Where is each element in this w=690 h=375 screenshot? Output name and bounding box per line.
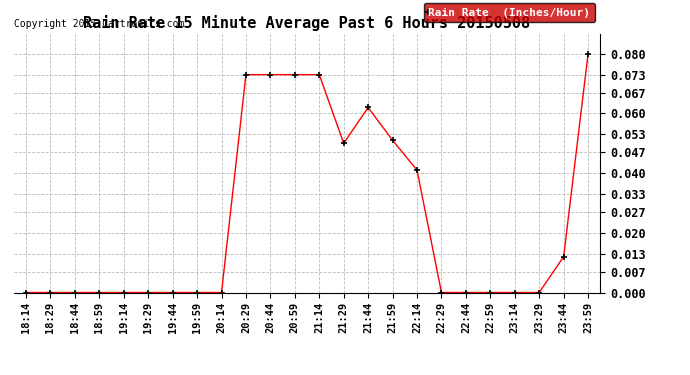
Rain Rate  (Inches/Hour) xyxy=(364,105,373,110)
Line: Rain Rate  (Inches/Hour): Rain Rate (Inches/Hour) xyxy=(23,50,591,296)
Rain Rate  (Inches/Hour) xyxy=(290,72,299,77)
Rain Rate  (Inches/Hour) xyxy=(535,290,543,295)
Rain Rate  (Inches/Hour) xyxy=(144,290,152,295)
Rain Rate  (Inches/Hour) xyxy=(266,72,275,77)
Rain Rate  (Inches/Hour) xyxy=(71,290,79,295)
Rain Rate  (Inches/Hour) xyxy=(46,290,55,295)
Rain Rate  (Inches/Hour) xyxy=(22,290,30,295)
Rain Rate  (Inches/Hour) xyxy=(511,290,519,295)
Rain Rate  (Inches/Hour) xyxy=(168,290,177,295)
Text: Copyright 2015 Cartronics.com: Copyright 2015 Cartronics.com xyxy=(14,19,184,28)
Title: Rain Rate 15 Minute Average Past 6 Hours 20150508: Rain Rate 15 Minute Average Past 6 Hours… xyxy=(83,15,531,31)
Rain Rate  (Inches/Hour) xyxy=(339,141,348,146)
Legend: Rain Rate  (Inches/Hour): Rain Rate (Inches/Hour) xyxy=(424,3,595,22)
Rain Rate  (Inches/Hour) xyxy=(95,290,104,295)
Rain Rate  (Inches/Hour) xyxy=(119,290,128,295)
Rain Rate  (Inches/Hour) xyxy=(315,72,324,77)
Rain Rate  (Inches/Hour) xyxy=(241,72,250,77)
Rain Rate  (Inches/Hour) xyxy=(437,290,446,295)
Rain Rate  (Inches/Hour) xyxy=(388,138,397,142)
Rain Rate  (Inches/Hour) xyxy=(486,290,495,295)
Rain Rate  (Inches/Hour) xyxy=(193,290,201,295)
Rain Rate  (Inches/Hour) xyxy=(462,290,470,295)
Rain Rate  (Inches/Hour) xyxy=(217,290,226,295)
Rain Rate  (Inches/Hour) xyxy=(560,254,568,259)
Rain Rate  (Inches/Hour) xyxy=(584,51,592,56)
Rain Rate  (Inches/Hour) xyxy=(413,168,421,172)
